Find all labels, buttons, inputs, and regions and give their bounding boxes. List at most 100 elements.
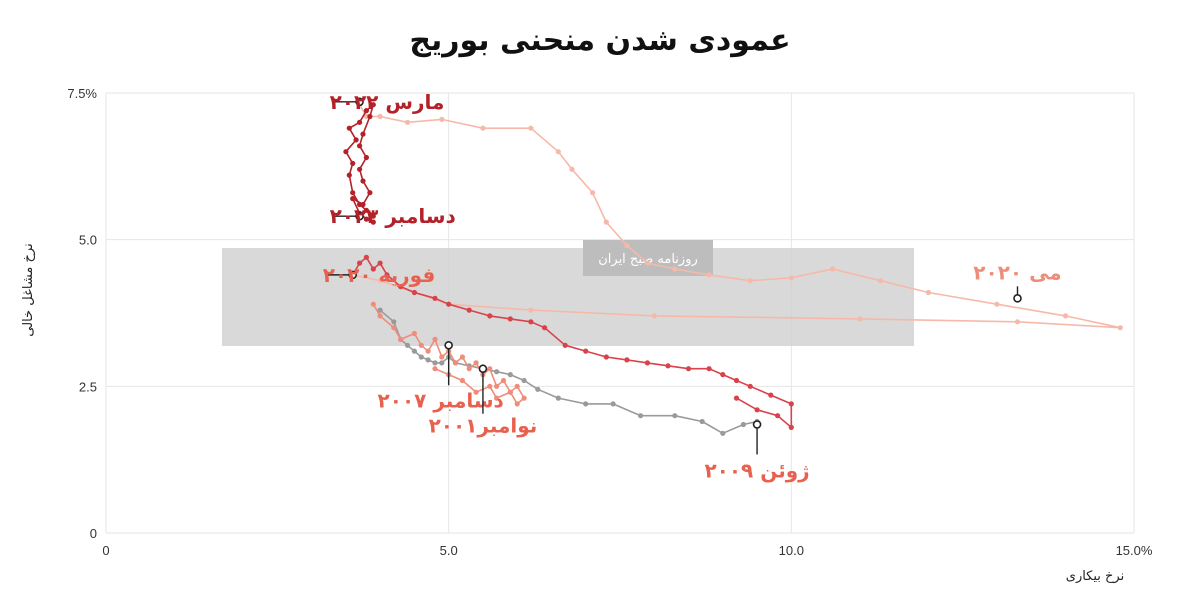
data-point — [754, 407, 760, 413]
annotation-label: ژوئن ۲۰۰۹ — [704, 458, 809, 482]
data-point — [425, 357, 431, 363]
ticks-layer: 0 5.0 10.0 15.0% 0 2.5 5.0 7.5% — [67, 86, 1153, 558]
data-point — [925, 289, 932, 296]
data-point — [432, 360, 438, 366]
y-axis-label: نرخ مشاغل خالی — [21, 243, 36, 336]
data-point — [360, 131, 366, 137]
chart-title: عمودی شدن منحنی بوریج — [409, 23, 790, 58]
data-point — [487, 383, 493, 389]
data-point — [346, 172, 352, 178]
data-point — [720, 430, 726, 436]
data-point — [360, 201, 366, 208]
data-point — [370, 301, 376, 307]
data-point — [569, 166, 575, 172]
data-point — [357, 143, 363, 149]
data-point — [507, 389, 513, 395]
data-point — [459, 377, 465, 384]
data-point — [528, 307, 534, 313]
annotation-label: فوریه ۲۰۲۰ — [323, 263, 436, 287]
annotation: فوریه ۲۰۲۰ — [323, 263, 436, 287]
data-point — [404, 119, 411, 125]
data-point — [370, 219, 376, 225]
annotation-label: مارس ۲۰۲۲ — [330, 90, 445, 114]
data-point — [367, 190, 373, 196]
data-point — [521, 395, 527, 401]
data-point — [638, 413, 644, 419]
data-point — [459, 354, 465, 360]
data-point — [1062, 313, 1069, 319]
data-point — [384, 272, 390, 278]
data-point — [473, 360, 479, 366]
data-point — [542, 325, 548, 331]
watermark-band — [222, 248, 914, 346]
data-point — [877, 278, 884, 284]
grid — [105, 92, 1135, 534]
data-point — [418, 342, 424, 348]
annotation-label: نوامبر۲۰۰۱ — [429, 414, 538, 438]
annotation-marker — [1013, 294, 1022, 303]
data-point — [480, 125, 486, 131]
data-point — [370, 102, 376, 108]
x-tick-label: 10.0 — [779, 543, 804, 558]
data-point — [603, 354, 609, 360]
data-point — [685, 366, 692, 372]
data-point — [494, 383, 500, 389]
data-point — [857, 316, 863, 322]
data-point — [590, 190, 596, 196]
data-point — [487, 313, 493, 319]
data-point — [398, 284, 404, 290]
data-point — [788, 275, 794, 281]
data-point — [411, 330, 417, 337]
series-2020 — [350, 102, 1123, 331]
data-point — [775, 413, 781, 419]
data-point — [391, 325, 397, 331]
data-point — [466, 366, 472, 372]
data-point — [432, 295, 438, 301]
data-point — [521, 377, 527, 384]
data-point — [418, 354, 424, 360]
y-tick-label: 2.5 — [79, 379, 97, 394]
y-tick-label: 5.0 — [79, 233, 97, 248]
data-point — [1117, 325, 1123, 331]
data-point — [788, 424, 794, 430]
data-point — [562, 342, 568, 348]
annotation-label: می ۲۰۲۰ — [973, 260, 1061, 284]
annotation-marker — [752, 420, 762, 429]
annotation: دسامبر ۲۰۲۳ — [330, 204, 456, 228]
data-point — [672, 413, 678, 419]
data-point — [514, 401, 520, 407]
data-point — [404, 342, 411, 348]
data-point — [610, 401, 616, 407]
data-point — [360, 178, 366, 184]
data-point — [788, 401, 794, 407]
data-point — [363, 216, 369, 222]
y-tick-label: 7.5% — [67, 86, 97, 101]
data-point — [363, 154, 369, 161]
annotation-marker — [348, 270, 358, 280]
annotation: نوامبر۲۰۰۱ — [429, 364, 538, 438]
annotation-marker — [355, 211, 364, 221]
data-point — [439, 116, 445, 122]
data-point — [439, 360, 445, 366]
data-point — [350, 196, 356, 202]
data-point — [353, 137, 359, 143]
data-point — [583, 348, 589, 354]
data-point — [665, 363, 671, 369]
data-point — [439, 354, 445, 360]
watermark: روزنامه صبح ایران — [222, 240, 914, 346]
data-point — [391, 319, 397, 325]
data-point — [672, 266, 678, 272]
data-point — [377, 307, 383, 313]
data-point — [350, 190, 356, 196]
data-point — [487, 366, 493, 372]
data-point — [706, 366, 712, 372]
data-point — [363, 254, 369, 260]
data-point — [535, 386, 541, 392]
data-point — [363, 207, 369, 213]
data-point — [367, 113, 373, 120]
data-point — [398, 336, 404, 342]
annotation-label: دسامبر ۲۰۰۷ — [378, 388, 504, 412]
x-tick-label: 0 — [102, 543, 109, 558]
data-point — [494, 369, 500, 375]
data-point — [473, 389, 479, 395]
